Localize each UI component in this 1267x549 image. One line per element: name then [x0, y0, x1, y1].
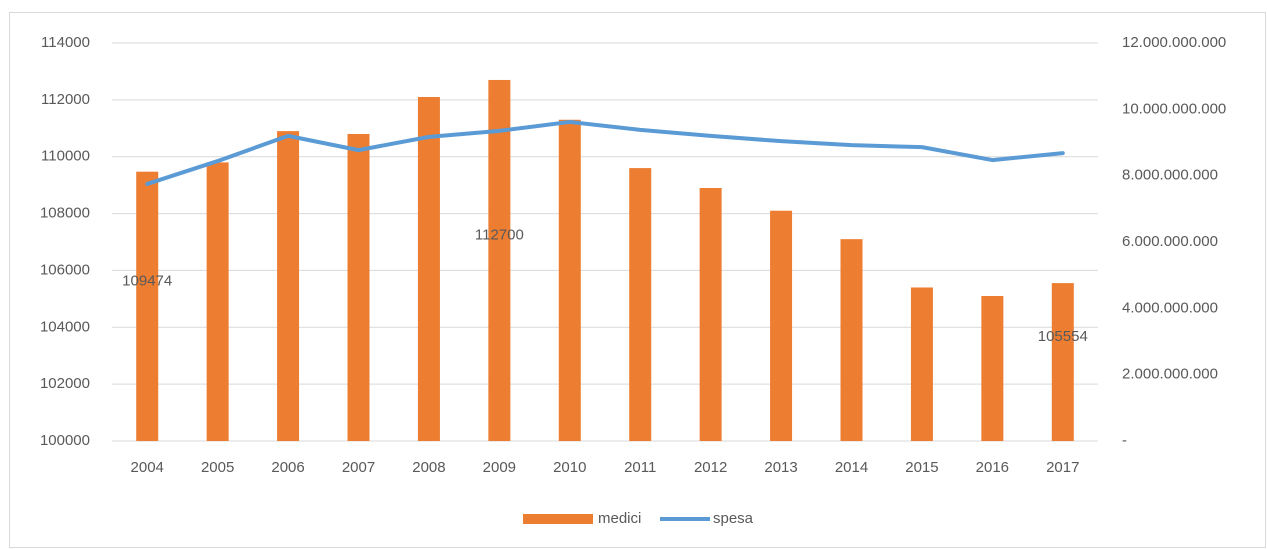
bar	[840, 239, 863, 441]
bar	[558, 119, 581, 441]
x-tick-label: 2004	[131, 459, 164, 476]
x-tick-label: 2009	[483, 459, 516, 476]
x-tick-label: 2013	[764, 459, 797, 476]
y2-tick-label: 8.000.000.000	[1122, 167, 1218, 184]
y-tick-label: 112000	[41, 91, 90, 108]
x-tick-label: 2014	[835, 459, 868, 476]
x-tick-label: 2005	[201, 459, 234, 476]
y2-tick-label: 2.000.000.000	[1122, 366, 1218, 383]
bar	[206, 162, 229, 441]
bar	[1051, 283, 1074, 441]
x-tick-label: 2007	[342, 459, 375, 476]
x-tick-label: 2010	[553, 459, 586, 476]
data-label: 112700	[475, 226, 524, 243]
y2-tick-label: 10.000.000.000	[1122, 100, 1226, 117]
y-tick-label: 110000	[41, 148, 90, 165]
bar	[417, 97, 440, 441]
y-tick-label: 106000	[40, 261, 90, 278]
bar	[981, 296, 1004, 441]
x-tick-label: 2011	[624, 459, 656, 476]
bar	[910, 287, 933, 441]
x-tick-label: 2012	[694, 459, 727, 476]
y-tick-label: 104000	[40, 318, 90, 335]
y2-tick-label: 6.000.000.000	[1122, 233, 1218, 250]
line	[145, 119, 1065, 186]
bar	[488, 79, 511, 441]
legend-label: spesa	[713, 510, 754, 527]
y2-tick-label: 12.000.000.000	[1122, 34, 1226, 51]
bar	[347, 133, 370, 441]
x-tick-label: 2008	[412, 459, 445, 476]
data-label: 105554	[1038, 328, 1088, 345]
bar	[277, 131, 300, 441]
bar	[699, 187, 722, 441]
y-tick-label: 108000	[40, 205, 90, 222]
bar	[629, 168, 652, 442]
legend-swatch	[523, 514, 593, 524]
bar	[136, 171, 159, 441]
bar	[770, 210, 793, 441]
legend-label: medici	[598, 510, 641, 527]
data-label: 109474	[122, 272, 172, 289]
y2-tick-label: -	[1122, 432, 1127, 449]
x-tick-label: 2016	[976, 459, 1009, 476]
y2-tick-label: 4.000.000.000	[1122, 299, 1218, 316]
x-tick-label: 2015	[905, 459, 938, 476]
y-tick-label: 102000	[40, 375, 90, 392]
y-tick-label: 100000	[40, 432, 90, 449]
x-tick-label: 2006	[271, 459, 304, 476]
y-tick-label: 114000	[41, 34, 90, 51]
x-tick-label: 2017	[1046, 459, 1079, 476]
